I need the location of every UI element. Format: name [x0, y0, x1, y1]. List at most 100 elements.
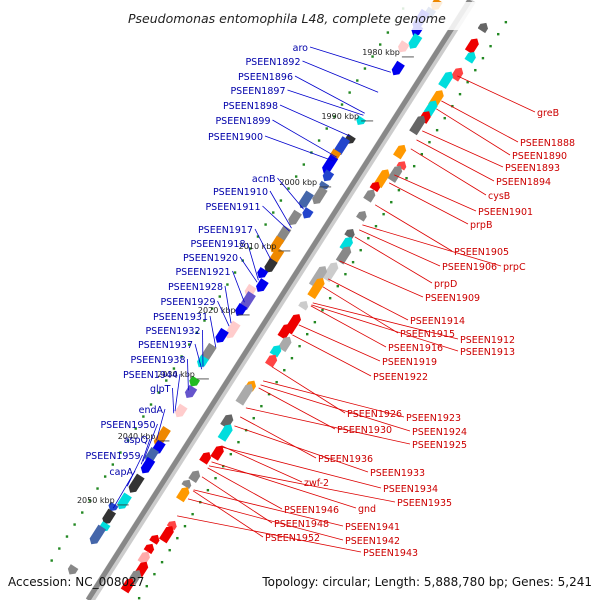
kbp-tick-label: 2040 kbp — [118, 432, 156, 441]
gene-feature — [235, 383, 254, 406]
label-leader-left — [277, 177, 304, 210]
gene-feature — [321, 262, 339, 283]
gene-feature — [184, 384, 198, 398]
gc-dot — [306, 332, 309, 336]
label-leader-right — [327, 278, 409, 321]
gene-feature — [143, 543, 155, 555]
topology-text: Topology: circular; Length: 5,888,780 bp… — [261, 575, 592, 589]
gc-dot — [435, 128, 439, 132]
gene-label-right: PSEEN1919 — [382, 357, 437, 368]
gc-dot — [256, 235, 260, 238]
label-leader-right — [258, 387, 336, 430]
gc-dot — [65, 535, 69, 538]
gene-label-right: PSEEN1943 — [363, 548, 418, 559]
label-leader-right — [322, 286, 399, 334]
gc-dot — [371, 55, 374, 58]
gene-feature — [67, 564, 79, 575]
label-leader-right — [221, 445, 303, 483]
gene-label-left: aspQ — [124, 435, 148, 446]
gc-dot — [103, 475, 107, 478]
gene-label-left: aro — [293, 43, 309, 54]
gene-feature — [464, 51, 476, 64]
gene-label-right: PSEEN1925 — [412, 440, 467, 451]
kbp-tick-label: 1990 kbp — [321, 112, 359, 121]
label-leader-right — [354, 236, 433, 284]
gene-label-left: PSEEN1898 — [223, 101, 278, 112]
gc-dot — [272, 211, 275, 214]
gene-label-right: PSEEN1888 — [520, 138, 575, 149]
label-leader-left — [217, 300, 230, 327]
gene-feature — [391, 60, 405, 76]
gc-dot — [298, 344, 301, 348]
gene-feature — [188, 470, 201, 483]
label-leader-left — [187, 358, 189, 391]
label-leader-left — [272, 119, 337, 158]
gc-dot — [233, 271, 237, 274]
label-leader-right — [245, 407, 411, 445]
gc-dot — [50, 559, 53, 562]
label-leader-left — [247, 242, 259, 281]
gene-label-right: PSEEN1941 — [345, 522, 400, 533]
gene-feature — [322, 169, 335, 182]
gc-dot — [252, 416, 255, 420]
gene-feature — [108, 501, 119, 512]
gene-label-left: PSEEN1929 — [160, 297, 215, 308]
gc-dot — [333, 115, 336, 118]
gene-feature — [166, 520, 177, 531]
gc-dot — [183, 524, 187, 528]
gene-feature — [450, 67, 464, 82]
gene-label-right: PSEEN1894 — [496, 177, 551, 188]
label-leader-right — [339, 260, 424, 298]
gc-dot — [81, 511, 84, 514]
gene-feature — [369, 181, 381, 193]
label-leader-right — [388, 182, 469, 225]
label-leader-left — [269, 190, 292, 229]
gc-dot — [382, 212, 385, 216]
gene-label-right: PSEEN1916 — [388, 343, 443, 354]
label-leader-left — [156, 408, 166, 441]
gene-label-left: PSEEN1911 — [205, 202, 260, 213]
gc-dot — [294, 175, 298, 178]
label-leader-left — [209, 315, 217, 348]
label-leader-left — [287, 89, 364, 116]
label-leader-left — [112, 470, 136, 509]
label-leader-left — [172, 387, 175, 414]
gc-dot — [290, 356, 294, 360]
gc-dot — [325, 127, 328, 130]
gene-label-right: PSEEN1913 — [460, 347, 515, 358]
gc-dot — [405, 176, 408, 180]
label-leader-left — [142, 423, 158, 462]
gene-label-left: PSEEN1920 — [183, 253, 238, 264]
label-leader-right — [312, 302, 459, 340]
gene-label-left: glpT — [150, 384, 171, 395]
gc-dot — [96, 487, 99, 490]
label-leader-right — [193, 489, 344, 527]
gene-label-right: PSEEN1906 — [442, 262, 497, 273]
gene-label-right: PSEEN1914 — [410, 316, 465, 327]
gene-label-right: zwf-2 — [304, 478, 329, 489]
gene-feature — [312, 186, 328, 205]
label-leader-right — [311, 304, 459, 352]
gc-dot — [210, 307, 214, 310]
label-leader-right — [374, 204, 453, 252]
accession-text: Accession: NC_008027 — [8, 575, 144, 589]
gene-feature — [298, 190, 314, 209]
gc-dot — [302, 163, 306, 166]
gene-feature — [322, 154, 339, 174]
gene-feature — [140, 456, 156, 474]
gc-dot — [203, 319, 206, 322]
gene-feature — [409, 115, 426, 136]
label-leader-right — [208, 465, 396, 503]
gene-feature — [181, 479, 192, 489]
gene-feature — [477, 22, 488, 34]
label-leader-right — [262, 380, 405, 418]
label-leader-right — [177, 515, 362, 553]
genome-backbone — [85, 0, 473, 600]
gc-dot — [153, 572, 156, 576]
label-leader-left — [262, 205, 290, 232]
gc-dot — [145, 584, 148, 588]
gene-label-right: prpB — [470, 220, 492, 231]
gene-label-right: PSEEN1933 — [370, 468, 425, 479]
